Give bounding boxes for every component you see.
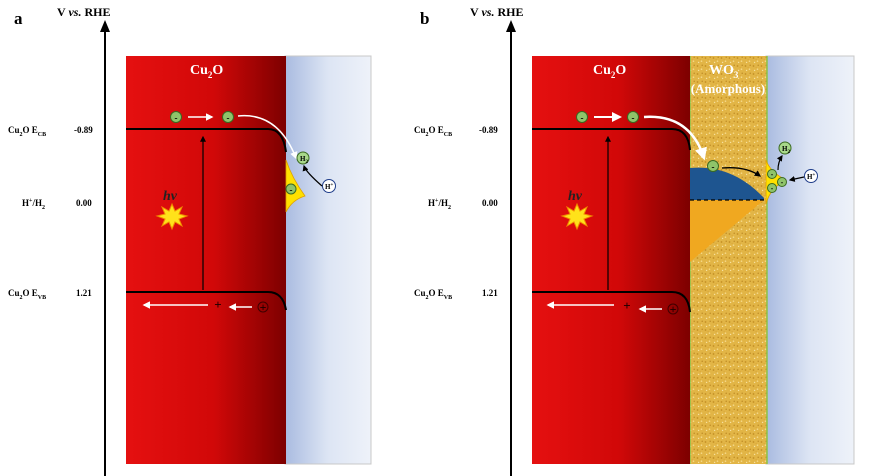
panel-letter: b bbox=[420, 9, 429, 28]
hydrogen-molecule: H2 bbox=[296, 151, 310, 165]
axis-title: V vs. RHE bbox=[57, 5, 110, 19]
light-burst-icon bbox=[155, 202, 189, 231]
wo3-layer bbox=[690, 56, 767, 464]
level-label-cb: Cu2O ECB bbox=[414, 125, 452, 138]
level-value-h: 0.00 bbox=[482, 198, 498, 208]
panel-a: a V vs. RHE Cu2O ECB -0.89 H+/H2 0.00 Cu… bbox=[8, 5, 372, 476]
hole-marker bbox=[257, 301, 269, 313]
svg-text:-: - bbox=[227, 113, 230, 123]
proton: H+ bbox=[322, 179, 336, 193]
svg-text:-: - bbox=[771, 170, 774, 179]
electron: - bbox=[576, 111, 588, 123]
cu2o-block bbox=[532, 56, 690, 464]
electron: - bbox=[767, 183, 777, 193]
axis-title: V vs. RHE bbox=[470, 5, 523, 19]
hydrogen-molecule: H2 bbox=[778, 141, 792, 155]
conduction-band bbox=[532, 128, 691, 151]
proton: H+ bbox=[804, 169, 818, 183]
light-burst-icon bbox=[560, 202, 594, 231]
hole: + bbox=[670, 302, 677, 316]
level-value-cb: -0.89 bbox=[479, 125, 498, 135]
hole: + bbox=[623, 298, 630, 313]
electron-injection-arrow bbox=[237, 114, 298, 160]
axis-arrow-head bbox=[506, 20, 516, 32]
level-label-h: H+/H2 bbox=[428, 198, 451, 211]
hv-label: hv bbox=[163, 189, 178, 204]
cu2o-block bbox=[126, 56, 286, 464]
level-label-h: H+/H2 bbox=[22, 198, 45, 211]
electron-injection-arrow bbox=[643, 115, 707, 161]
svg-text:H2: H2 bbox=[782, 145, 790, 155]
electrolyte-region bbox=[284, 55, 372, 465]
level-value-cb: -0.89 bbox=[74, 125, 93, 135]
conduction-band bbox=[126, 128, 287, 153]
svg-text:-: - bbox=[781, 178, 784, 187]
svg-text:-: - bbox=[290, 185, 293, 195]
svg-text:H2: H2 bbox=[300, 155, 308, 165]
electrolyte-region bbox=[765, 55, 855, 465]
electron: - bbox=[627, 111, 639, 123]
electron: - bbox=[707, 160, 719, 172]
level-value-vb: 1.21 bbox=[76, 288, 92, 298]
panel-b: b V vs. RHE Cu2O ECB -0.89 H+/H2 0.00 Cu… bbox=[414, 5, 855, 476]
level-value-vb: 1.21 bbox=[482, 288, 498, 298]
level-value-h: 0.00 bbox=[76, 198, 92, 208]
electron: - bbox=[222, 111, 234, 123]
level-label-vb: Cu2O EVB bbox=[8, 288, 46, 301]
cu2o-label: Cu2O bbox=[190, 63, 223, 80]
electron-drift-arrow bbox=[721, 167, 762, 177]
wo3-label: WO3 bbox=[709, 63, 739, 80]
hole: + bbox=[214, 297, 221, 312]
level-label-vb: Cu2O EVB bbox=[414, 288, 452, 301]
proton-reduction-arrow bbox=[302, 164, 323, 187]
hole-marker bbox=[667, 303, 679, 315]
cu2o-label: Cu2O bbox=[593, 63, 626, 80]
axis-arrow-head bbox=[100, 20, 110, 32]
svg-text:H+: H+ bbox=[325, 183, 333, 191]
hv-label: hv bbox=[568, 189, 583, 204]
valence-band bbox=[126, 291, 287, 311]
electron: - bbox=[285, 183, 297, 195]
svg-text:-: - bbox=[712, 162, 715, 172]
level-label-cb: Cu2O ECB bbox=[8, 125, 46, 138]
hole: + bbox=[260, 300, 267, 314]
electron: - bbox=[170, 111, 182, 123]
electron: - bbox=[777, 177, 787, 187]
valence-band bbox=[532, 291, 691, 313]
svg-text:-: - bbox=[632, 113, 635, 123]
svg-text:H+: H+ bbox=[807, 173, 815, 181]
wo3-amorphous-note: (Amorphous) bbox=[691, 81, 765, 96]
electron: - bbox=[767, 169, 777, 179]
depletion-region bbox=[690, 167, 764, 200]
svg-text:-: - bbox=[175, 113, 178, 123]
panel-letter: a bbox=[14, 9, 23, 28]
orange-band-wedge bbox=[690, 200, 764, 262]
svg-text:-: - bbox=[581, 113, 584, 123]
hydrogen-evolution-arrow bbox=[776, 155, 783, 171]
svg-text:-: - bbox=[771, 184, 774, 193]
proton-reduction-arrow bbox=[788, 176, 805, 182]
